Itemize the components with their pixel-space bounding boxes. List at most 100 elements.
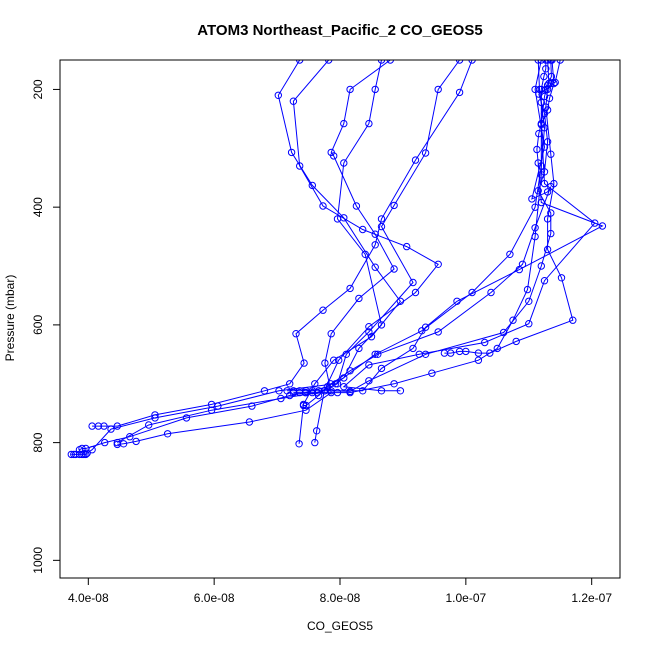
data-point [515,265,523,274]
data-point [365,361,373,369]
data-point [386,60,394,64]
data-point [371,230,379,238]
data-point [377,387,386,395]
data-point [540,277,549,285]
data-point [340,119,348,128]
data-point [415,350,423,358]
data-point [523,285,532,294]
data-point [300,359,308,367]
data-point [292,330,300,338]
data-point [274,91,282,100]
data-point [403,242,411,251]
data-point [528,195,536,203]
data-point [537,171,545,179]
data-point [319,202,327,210]
data-point [163,430,172,438]
data-point [355,294,363,303]
data-point [499,328,508,337]
data-point [327,330,335,338]
data-point [101,438,109,447]
data-point [335,356,343,364]
data-point [525,297,533,305]
data-point [421,323,430,331]
data-point [540,179,549,188]
data-point [371,263,379,271]
data-point [289,388,298,397]
data-point [534,60,542,64]
data-point [75,446,84,454]
data-point [493,344,501,353]
data-point [548,60,556,64]
series-line [331,60,604,392]
data-point [547,209,555,217]
data-point [537,60,545,64]
data-point [325,60,333,64]
data-point [314,391,323,400]
data-point [371,85,379,94]
data-point [67,450,76,459]
data-point [296,162,304,170]
x-axis: 4.0e-08 6.0e-08 8.0e-08 1.0e-07 1.2e-07 [68,577,612,605]
series-line [92,60,473,427]
data-point [543,245,552,254]
y-tick-label: 200 [31,79,45,99]
y-axis: 200 400 600 800 1000 [31,79,61,574]
data-point [547,150,555,158]
data-point [534,187,542,195]
series-line [79,60,552,451]
data-point [326,380,335,388]
data-point [287,148,296,157]
data-point [83,449,91,457]
data-point [374,350,382,358]
x-tick-label: 1.0e-07 [445,591,486,605]
data-point [214,402,222,410]
y-tick-label: 1000 [31,547,45,574]
x-axis-label: CO_GEOS5 [307,619,373,633]
data-point [486,349,494,357]
data-point [550,179,558,188]
data-point [453,297,461,305]
data-point [365,323,373,331]
data-point [346,85,354,94]
data-point [126,433,134,441]
data-point [409,344,417,353]
data-point [421,149,430,157]
data-point [533,145,541,154]
series-11 [440,60,577,357]
data-point [72,450,80,459]
data-point [434,260,442,268]
data-point [509,316,517,324]
data-point [556,60,564,64]
data-point [330,152,338,160]
data-point [474,356,483,364]
series-line [303,60,383,406]
data-point [145,421,153,429]
data-point [440,349,449,357]
data-point [542,103,550,111]
data-point [340,159,348,167]
series-line [342,60,596,392]
series-12 [289,60,550,397]
data-point [551,78,559,87]
x-tick-label: 1.2e-07 [571,591,612,605]
data-point [359,225,367,234]
x-tick-label: 8.0e-08 [320,591,361,605]
data-point [569,316,577,324]
data-point [311,438,319,447]
y-axis-label: Pressure (mbar) [3,275,17,362]
data-point [107,425,115,433]
data-point [543,188,552,196]
data-point [333,388,342,397]
x-tick-label: 6.0e-08 [194,591,235,605]
data-point [411,288,420,297]
data-point [330,356,338,364]
y-tick-label: 800 [31,432,45,452]
data-point [365,119,373,128]
data-point [371,241,379,249]
series-line [117,60,461,444]
data-point [352,202,361,210]
data-point [311,380,319,388]
data-point [531,224,539,232]
data-point [481,338,489,347]
